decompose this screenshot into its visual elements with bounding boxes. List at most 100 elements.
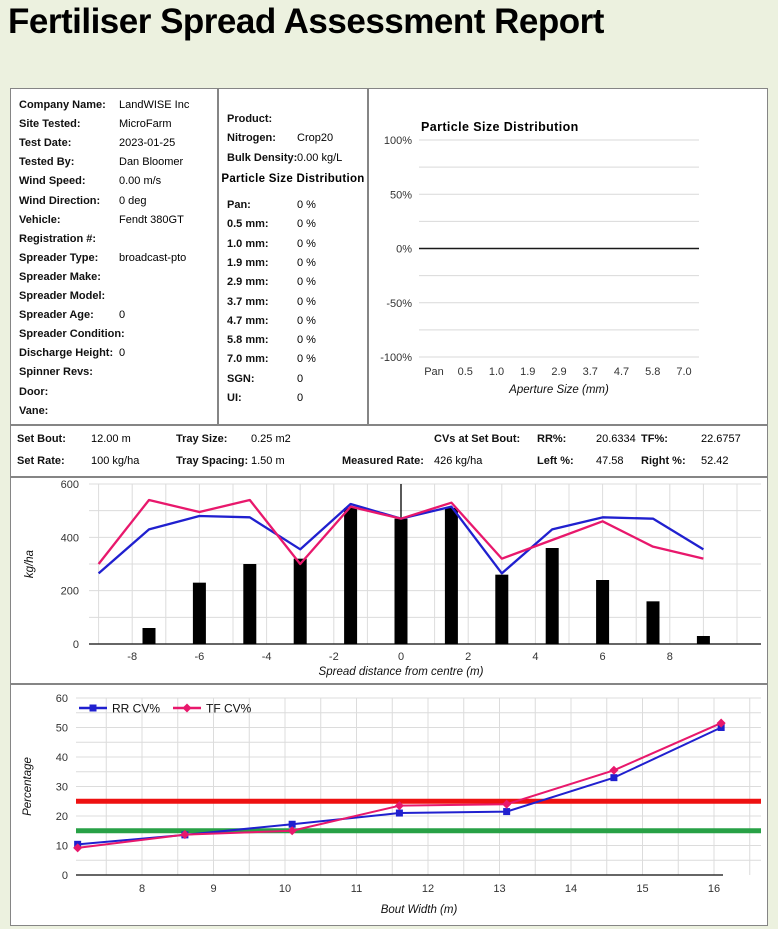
field-value: 0 % [297,334,316,347]
psd-chart-panel: 100% 50% 0% -50% -100% Pan 0.5 1.0 1.9 2.9 3.7 4.7 5… [368,88,768,425]
x-tick-label: 11 [351,883,362,895]
psd-table-heading: Particle Size Distribution [221,173,365,185]
chart-title: Particle Size Distribution [421,120,579,134]
marker [288,820,296,828]
x-tick-label: 14 [565,883,577,895]
y-tick-label: 50% [390,189,412,201]
tray-bar [545,548,559,644]
field-label: Nitrogen: [227,132,276,145]
y-tick-label: 0% [396,244,412,256]
y-tick-label: 200 [61,586,79,598]
tray-bar [344,508,358,644]
field-label: CVs at Set Bout: [434,433,521,445]
x-tick-label: 7.0 [676,366,691,378]
x-tick-label: 4 [532,651,538,663]
tray-bar [646,601,660,644]
field-value: 100 kg/ha [91,455,140,467]
y-tick-label: 20 [56,811,68,823]
field-label: 2.9 mm: [227,276,269,289]
y-tick-label: 50 [56,723,68,735]
field-value: 12.00 m [91,433,131,445]
field-value: 0 [119,347,126,360]
field-label: Spreader Make: [19,270,101,283]
x-tick-label: 2 [465,651,471,663]
x-tick-label: 12 [422,883,434,895]
spread-pattern-chart: 0 200 400 600 -8 -6 -4 -2 0 2 4 6 8 Spread distance f… [24,479,761,678]
y-axis-label: kg/ha [24,550,36,578]
field-label: Spreader Model: [19,290,106,302]
field-value: 0 % [297,353,316,366]
y-axis-label: Percentage [22,757,34,816]
field-label: Spreader Age: [19,309,94,322]
marker [89,704,97,712]
y-tick-label: 30 [56,782,68,794]
field-value: 0 % [297,295,316,308]
field-label: TF%: [641,433,668,445]
field-label: Tray Spacing: [176,455,249,467]
field-label: SGN: [227,372,255,385]
field-value: 0 [119,309,126,322]
cv-bout-width-chart: 0 10 20 30 40 50 60 8 9 10 11 12 13 14 15 16 RR CV% TF CV… [22,693,761,916]
setbout-panel: Set Bout: 12.00 m Tray Size: 0.25 m2 CVs at … [10,425,768,477]
series-line [77,726,722,846]
marker [610,774,618,782]
threshold-line-25 [76,798,761,804]
field-label: Spreader Condition: [19,328,125,341]
tray-bar [243,564,257,644]
report-title: Fertiliser Spread Assessment Report [8,2,604,41]
tray-bar [192,582,206,644]
field-label: Tested By: [19,156,75,169]
product-info-panel: Particle Size Distribution Product: Nitro… [218,88,368,425]
x-tick-label: 8 [667,651,673,663]
field-label: Tray Size: [176,433,228,445]
field-label: Site Tested: [19,118,81,131]
x-tick-label: -4 [262,651,272,663]
field-value: 0 % [297,199,316,211]
field-label: Company Name: [19,99,106,111]
field-value: 22.6757 [701,433,741,445]
field-label: Left %: [537,455,574,467]
field-label: UI: [227,392,242,404]
field-value: 0 % [297,276,316,289]
field-label: Set Bout: [17,433,66,445]
field-value: Crop20 [297,132,334,145]
field-value: 426 kg/ha [434,455,483,467]
field-value: MicroFarm [119,118,172,131]
tray-bar [444,508,458,644]
x-axis-label: Bout Width (m) [381,904,458,916]
y-tick-label: -100% [380,352,412,364]
field-label: Vehicle: [19,213,61,226]
particle-size-chart: 100% 50% 0% -50% -100% Pan 0.5 1.0 1.9 2.9 3.7 4.7 5… [380,120,699,396]
marker [394,801,404,811]
field-label: Wind Direction: [19,194,101,207]
x-tick-label: 0.5 [458,366,473,378]
field-label: Test Date: [19,137,72,150]
field-label: 1.9 mm: [227,256,269,269]
x-tick-label: 4.7 [614,366,629,378]
x-tick-label: 6 [600,651,606,663]
tray-bar [293,558,307,644]
field-label: 0.5 mm: [227,218,269,231]
field-label: Bulk Density: [227,151,298,164]
x-tick-label: 2.9 [551,366,566,378]
marker [180,830,190,840]
field-label: Registration #: [19,232,97,245]
x-tick-label: 1.0 [489,366,504,378]
field-label: Wind Speed: [19,175,86,188]
x-tick-label: 3.7 [583,366,598,378]
x-tick-label: 10 [279,883,291,895]
y-tick-label: 0 [73,639,79,651]
marker [503,808,511,816]
field-label: RR%: [537,433,567,445]
y-tick-label: 600 [61,479,79,491]
field-value: 0 % [297,218,316,231]
field-value: 0 % [297,314,316,327]
field-value: 20.6334 [596,433,636,445]
x-tick-label: 1.9 [520,366,535,378]
field-label: Vane: [19,404,49,417]
field-label: Discharge Height: [19,347,114,360]
x-tick-label: Pan [424,366,444,378]
field-label: Measured Rate: [342,455,424,467]
field-label: Product: [227,113,273,125]
y-tick-label: -50% [386,298,412,310]
